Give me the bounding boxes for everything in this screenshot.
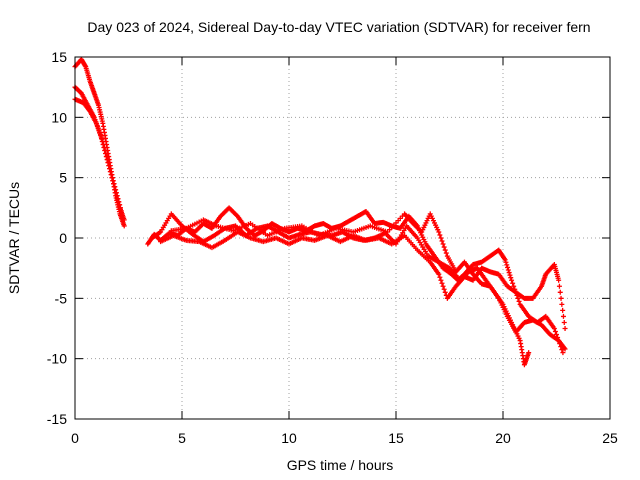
data-point	[437, 232, 443, 238]
y-tick-label: 0	[59, 230, 67, 246]
data-point	[101, 145, 107, 150]
data-marks	[72, 56, 568, 368]
data-point	[441, 244, 447, 250]
data-point	[439, 280, 445, 286]
data-point	[559, 301, 565, 307]
y-tick-label: 5	[59, 170, 67, 186]
data-point	[440, 283, 446, 289]
data-point	[442, 247, 448, 253]
data-point	[560, 313, 566, 319]
data-point	[115, 196, 121, 202]
data-point	[436, 229, 442, 235]
x-tick-label: 25	[602, 430, 618, 446]
data-point	[503, 259, 509, 265]
data-point	[104, 154, 110, 160]
y-tick-label: 10	[51, 109, 67, 125]
data-point	[556, 277, 562, 283]
data-point	[504, 262, 510, 268]
data-point	[121, 223, 127, 229]
data-point	[526, 350, 532, 356]
data-point	[556, 283, 562, 289]
data-point	[516, 298, 522, 304]
data-point	[102, 148, 108, 154]
x-tick-label: 20	[495, 430, 511, 446]
data-point	[510, 280, 516, 286]
data-point	[511, 283, 517, 289]
data-point	[439, 238, 445, 244]
data-point	[105, 160, 111, 166]
data-point	[106, 163, 112, 169]
data-point	[557, 289, 563, 295]
data-point	[112, 184, 118, 190]
data-point	[119, 211, 125, 217]
data-point	[509, 277, 515, 283]
x-tick-label: 5	[178, 430, 186, 446]
data-point	[505, 267, 511, 273]
data-point	[437, 274, 443, 280]
data-point	[113, 190, 119, 196]
y-tick-label: -15	[47, 411, 67, 427]
data-point	[558, 295, 564, 301]
data-point	[562, 326, 568, 331]
x-tick-label: 15	[388, 430, 404, 446]
data-point	[554, 332, 559, 338]
data-point	[103, 151, 109, 157]
data-point	[111, 181, 117, 187]
chart-title: Day 023 of 2024, Sidereal Day-to-day VTE…	[87, 19, 590, 35]
data-point	[117, 205, 123, 211]
data-point	[109, 172, 115, 178]
data-point	[114, 193, 120, 199]
x-tick-label: 0	[71, 430, 79, 446]
data-point	[116, 199, 122, 205]
y-tick-label: -5	[55, 290, 68, 306]
data-point	[552, 329, 558, 335]
data-point	[442, 289, 448, 295]
data-point	[440, 241, 446, 247]
data-point	[107, 166, 113, 172]
data-point	[508, 275, 514, 281]
data-point	[101, 141, 107, 147]
y-tick-label: -10	[47, 351, 67, 367]
data-point	[515, 295, 521, 301]
y-tick-label: 15	[51, 49, 67, 65]
data-point	[506, 270, 512, 276]
data-point	[502, 257, 508, 263]
data-point	[113, 187, 119, 193]
data-point	[438, 277, 444, 283]
data-point	[121, 217, 127, 223]
data-point	[507, 272, 513, 278]
data-point	[105, 157, 111, 163]
data-point	[108, 169, 114, 175]
data-point	[436, 271, 442, 277]
data-point	[100, 138, 106, 144]
data-point	[560, 350, 566, 356]
data-point	[561, 319, 567, 325]
x-tick-label: 10	[281, 430, 297, 446]
data-point	[117, 202, 123, 208]
data-point	[441, 286, 447, 292]
data-point	[551, 326, 557, 331]
data-point	[505, 264, 511, 270]
data-point	[109, 175, 115, 181]
series-sdtvar	[72, 56, 568, 368]
data-point	[438, 235, 444, 241]
data-point	[443, 250, 449, 256]
data-point	[110, 178, 116, 184]
data-point	[560, 307, 566, 313]
y-axis-label: SDTVAR / TECUs	[6, 182, 22, 294]
axis-ticks: 0 5 10 15 20 25 -15 -10 -5 0 5 10 15	[47, 49, 618, 446]
x-axis-label: GPS time / hours	[287, 457, 394, 473]
data-point	[562, 346, 568, 352]
data-point	[118, 208, 124, 214]
